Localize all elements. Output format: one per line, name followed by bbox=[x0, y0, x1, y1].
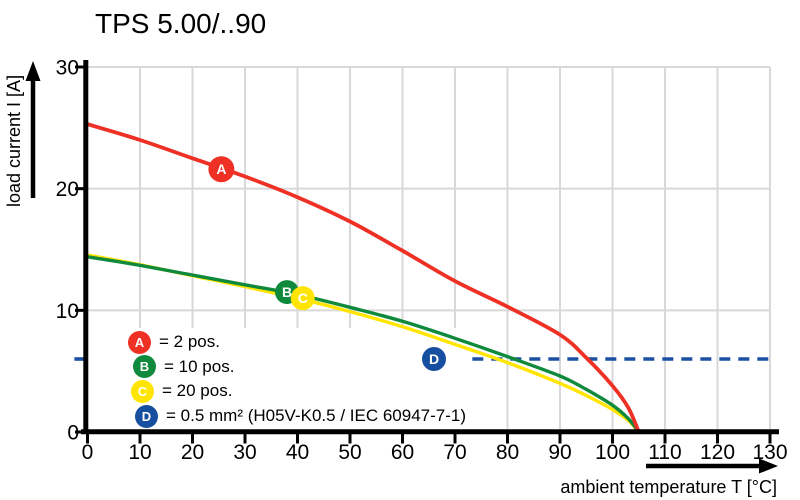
legend-marker-c-icon: C bbox=[131, 379, 154, 403]
legend-item-d: D = 0.5 mm² (H05V-K0.5 / IEC 60947-7-1) bbox=[135, 404, 466, 429]
legend-item-c: C = 20 pos. bbox=[131, 379, 458, 404]
x-tick-label: 120 bbox=[700, 441, 735, 464]
curve-B bbox=[85, 255, 641, 434]
legend-label-b: = 10 pos. bbox=[164, 356, 235, 376]
x-axis-label: ambient temperature T [°C] bbox=[560, 477, 777, 497]
marker-c-label: C bbox=[298, 290, 308, 306]
legend-item-a: A = 2 pos. bbox=[128, 330, 458, 355]
x-tick-label: 0 bbox=[82, 441, 94, 464]
x-tick-label: 10 bbox=[128, 441, 151, 464]
legend: A = 2 pos. B = 10 pos. C = 20 pos. D = 0… bbox=[92, 330, 466, 429]
legend-label-d: = 0.5 mm² (H05V-K0.5 / IEC 60947-7-1) bbox=[166, 406, 466, 426]
x-tick-label: 90 bbox=[548, 441, 571, 464]
x-tick-label: 80 bbox=[496, 441, 519, 464]
curve-A bbox=[85, 122, 641, 434]
x-tick-label: 50 bbox=[338, 441, 361, 464]
x-tick-label: 60 bbox=[391, 441, 414, 464]
y-tick-label: 20 bbox=[56, 178, 79, 201]
x-tick-label: 110 bbox=[648, 441, 681, 464]
y-tick-label: 0 bbox=[67, 422, 79, 445]
y-axis-label: load current I [A] bbox=[4, 74, 24, 207]
y-axis-arrow-icon bbox=[25, 61, 41, 198]
y-tick-label: 10 bbox=[56, 300, 79, 323]
legend-marker-d-icon: D bbox=[135, 404, 158, 428]
legend-label-a: = 2 pos. bbox=[159, 332, 220, 352]
marker-d-icon bbox=[422, 347, 446, 371]
marker-a-icon bbox=[208, 156, 235, 183]
x-tick-label: 70 bbox=[443, 441, 466, 464]
page-title: TPS 5.00/..90 bbox=[95, 8, 267, 39]
marker-b-label: B bbox=[282, 284, 292, 300]
legend-label-c: = 20 pos. bbox=[162, 381, 233, 401]
x-tick-label: 20 bbox=[181, 441, 204, 464]
legend-item-b: B = 10 pos. bbox=[133, 355, 458, 380]
x-tick-label: 40 bbox=[286, 441, 309, 464]
legend-marker-a-icon: A bbox=[128, 330, 151, 354]
x-tick-label: 130 bbox=[752, 441, 787, 464]
y-tick-label: 30 bbox=[56, 57, 79, 80]
marker-d-label: D bbox=[429, 351, 439, 367]
x-axis-arrow-icon bbox=[646, 458, 778, 474]
x-tick-label: 100 bbox=[595, 441, 630, 464]
marker-c-icon bbox=[290, 286, 315, 311]
x-tick-label: 30 bbox=[233, 441, 256, 464]
legend-marker-b-icon: B bbox=[133, 355, 156, 379]
marker-a-label: A bbox=[216, 161, 226, 177]
